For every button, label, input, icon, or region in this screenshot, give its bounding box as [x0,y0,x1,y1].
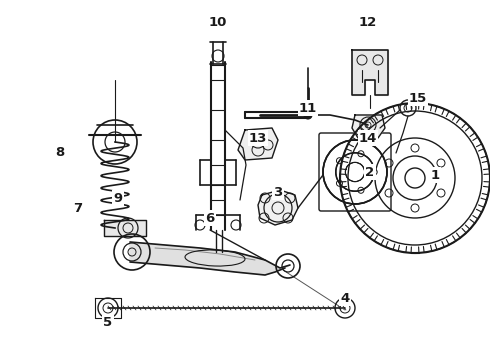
Polygon shape [130,242,290,275]
Circle shape [304,111,312,119]
Polygon shape [258,190,298,225]
Text: 15: 15 [409,91,427,104]
Text: 12: 12 [359,15,377,28]
Text: 10: 10 [209,15,227,28]
Text: 11: 11 [299,102,317,114]
Text: 14: 14 [359,131,377,144]
Text: 4: 4 [341,292,350,305]
Text: 3: 3 [273,185,283,198]
Text: 2: 2 [366,166,374,179]
Polygon shape [104,220,146,236]
Text: 5: 5 [103,315,113,328]
Text: 13: 13 [249,131,267,144]
Polygon shape [352,115,385,138]
Text: 7: 7 [74,202,82,215]
Text: 1: 1 [430,168,440,181]
Text: 8: 8 [55,145,65,158]
Polygon shape [238,128,278,160]
FancyBboxPatch shape [319,133,391,211]
Text: 9: 9 [114,192,122,204]
Text: 6: 6 [205,212,215,225]
Polygon shape [352,50,388,95]
